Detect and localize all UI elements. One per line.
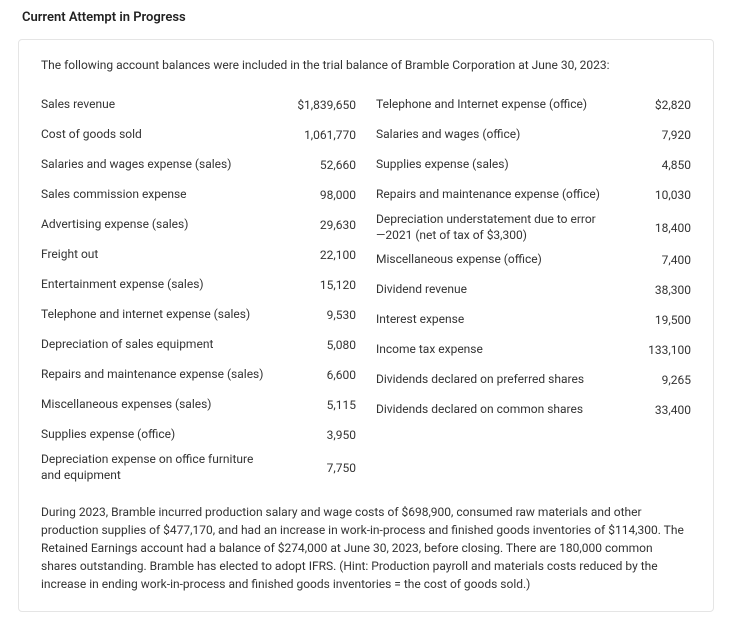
- table-row: Supplies expense (office)3,950: [41, 420, 356, 450]
- row-label: Entertainment expense (sales): [41, 277, 282, 293]
- row-label: Freight out: [41, 247, 282, 263]
- table-row: Dividends declared on common shares33,40…: [376, 395, 691, 425]
- table-row: Salaries and wages expense (sales)52,660: [41, 150, 356, 180]
- table-row: Sales revenue$1,839,650: [41, 90, 356, 120]
- row-label: Income tax expense: [376, 342, 617, 358]
- row-amount: 9,265: [617, 373, 691, 387]
- table-row: Salaries and wages (office)7,920: [376, 120, 691, 150]
- row-amount: 38,300: [617, 283, 691, 297]
- table-row: Dividend revenue38,300: [376, 275, 691, 305]
- row-amount: 5,115: [282, 398, 356, 412]
- table-row: Cost of goods sold1,061,770: [41, 120, 356, 150]
- row-amount: 133,100: [617, 343, 691, 357]
- row-label: Repairs and maintenance expense (sales): [41, 367, 282, 383]
- table-row: Depreciation understatement due to error…: [376, 210, 691, 245]
- row-label: Dividends declared on common shares: [376, 402, 617, 418]
- row-amount: $1,839,650: [282, 98, 356, 112]
- table-row: Supplies expense (sales)4,850: [376, 150, 691, 180]
- table-row: Dividends declared on preferred shares9,…: [376, 365, 691, 395]
- row-label: Advertising expense (sales): [41, 217, 282, 233]
- table-row: Sales commission expense98,000: [41, 180, 356, 210]
- table-row: Repairs and maintenance expense (office)…: [376, 180, 691, 210]
- row-label: Salaries and wages expense (sales): [41, 157, 282, 173]
- row-label: Dividends declared on preferred shares: [376, 372, 617, 388]
- row-label: Depreciation expense on office furniture…: [41, 452, 282, 483]
- left-column: Sales revenue$1,839,650Cost of goods sol…: [41, 90, 356, 485]
- row-label: Interest expense: [376, 312, 617, 328]
- row-amount: $2,820: [617, 98, 691, 112]
- row-amount: 1,061,770: [282, 128, 356, 142]
- table-row: Depreciation of sales equipment5,080: [41, 330, 356, 360]
- row-label: Supplies expense (sales): [376, 157, 617, 173]
- row-label: Sales revenue: [41, 97, 282, 113]
- row-amount: 3,950: [282, 428, 356, 442]
- table-row: Miscellaneous expense (office)7,400: [376, 245, 691, 275]
- row-amount: 10,030: [617, 188, 691, 202]
- right-column: Telephone and Internet expense (office)$…: [376, 90, 691, 485]
- table-row: Telephone and Internet expense (office)$…: [376, 90, 691, 120]
- table-row: Depreciation expense on office furniture…: [41, 450, 356, 485]
- row-label: Supplies expense (office): [41, 427, 282, 443]
- table-row: Interest expense19,500: [376, 305, 691, 335]
- trial-balance-columns: Sales revenue$1,839,650Cost of goods sol…: [41, 90, 691, 485]
- row-label: Miscellaneous expense (office): [376, 252, 617, 268]
- row-label: Miscellaneous expenses (sales): [41, 397, 282, 413]
- row-label: Telephone and Internet expense (office): [376, 97, 617, 113]
- row-label: Depreciation understatement due to error…: [376, 212, 617, 243]
- table-row: Miscellaneous expenses (sales)5,115: [41, 390, 356, 420]
- row-amount: 4,850: [617, 158, 691, 172]
- row-amount: 9,530: [282, 308, 356, 322]
- row-amount: 98,000: [282, 188, 356, 202]
- row-amount: 52,660: [282, 158, 356, 172]
- row-label: Depreciation of sales equipment: [41, 337, 282, 353]
- table-row: Repairs and maintenance expense (sales)6…: [41, 360, 356, 390]
- row-label: Repairs and maintenance expense (office): [376, 187, 617, 203]
- row-label: Salaries and wages (office): [376, 127, 617, 143]
- row-label: Telephone and internet expense (sales): [41, 307, 282, 323]
- row-amount: 18,400: [617, 221, 691, 235]
- row-label: Cost of goods sold: [41, 127, 282, 143]
- row-amount: 7,750: [282, 461, 356, 475]
- row-amount: 22,100: [282, 248, 356, 262]
- table-row: Entertainment expense (sales)15,120: [41, 270, 356, 300]
- table-row: Telephone and internet expense (sales)9,…: [41, 300, 356, 330]
- row-amount: 7,400: [617, 253, 691, 267]
- table-row: Income tax expense133,100: [376, 335, 691, 365]
- intro-text: The following account balances were incl…: [41, 58, 691, 72]
- row-amount: 19,500: [617, 313, 691, 327]
- table-row: Advertising expense (sales)29,630: [41, 210, 356, 240]
- row-label: Sales commission expense: [41, 187, 282, 203]
- row-amount: 33,400: [617, 403, 691, 417]
- table-row: Freight out22,100: [41, 240, 356, 270]
- row-label: Dividend revenue: [376, 282, 617, 298]
- question-card: The following account balances were incl…: [18, 39, 714, 612]
- note-paragraph: During 2023, Bramble incurred production…: [41, 503, 691, 593]
- page-title: Current Attempt in Progress: [22, 10, 714, 25]
- row-amount: 29,630: [282, 218, 356, 232]
- row-amount: 7,920: [617, 128, 691, 142]
- row-amount: 5,080: [282, 338, 356, 352]
- row-amount: 6,600: [282, 368, 356, 382]
- row-amount: 15,120: [282, 278, 356, 292]
